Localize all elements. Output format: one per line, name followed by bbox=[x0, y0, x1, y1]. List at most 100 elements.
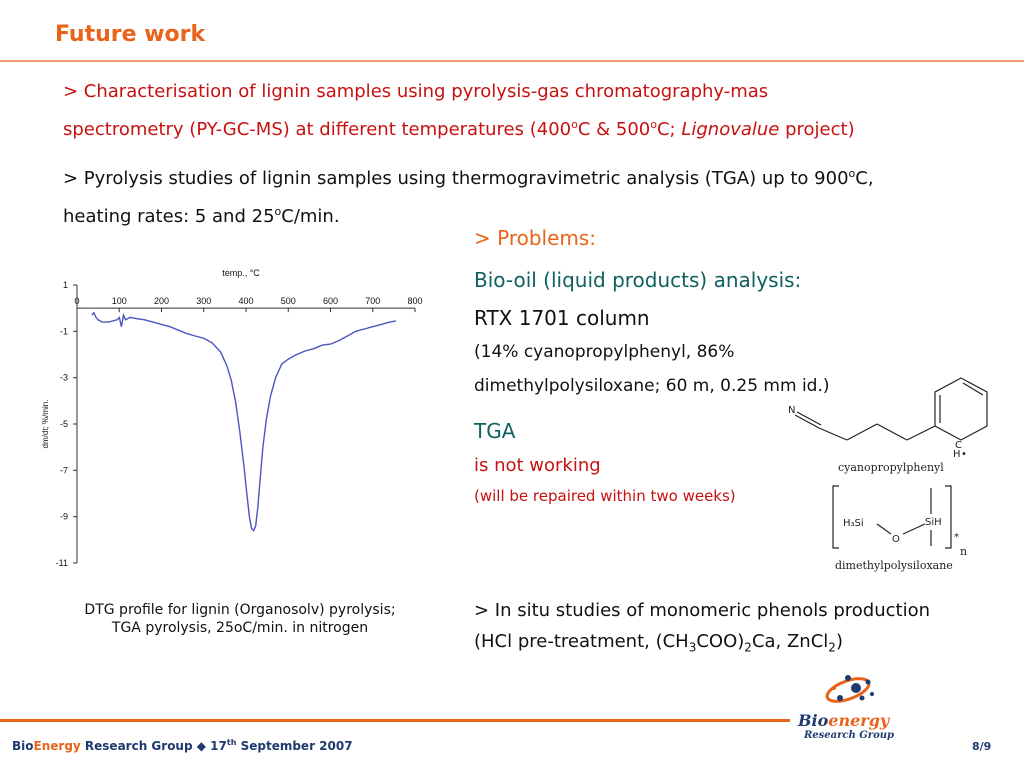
subscript: 2 bbox=[744, 640, 752, 655]
y-tick-label: -3 bbox=[60, 373, 68, 383]
footer-divider bbox=[0, 719, 790, 722]
biooil-analysis-label: Bio-oil (liquid products) analysis: bbox=[474, 268, 802, 292]
degree-sup: o bbox=[848, 167, 856, 180]
nitrogen-label: N bbox=[788, 405, 795, 416]
bullet-pygcms-line1: > Characterisation of lignin samples usi… bbox=[63, 81, 769, 102]
logo-atom-icon bbox=[825, 675, 874, 703]
right-bracket bbox=[945, 485, 952, 549]
ring bbox=[934, 377, 988, 441]
problems-heading: > Problems: bbox=[474, 226, 597, 250]
cyanopropylphenyl-name: cyanopropylphenyl bbox=[838, 461, 944, 474]
nitrile-bond bbox=[796, 411, 822, 426]
footer-date-sup: th bbox=[226, 738, 237, 747]
x-tick-label: 0 bbox=[74, 296, 79, 306]
bioenergy-logo: Bioenergy Research Group bbox=[797, 675, 894, 741]
footer-energy: Energy bbox=[33, 739, 81, 753]
tga-label: TGA bbox=[474, 419, 516, 443]
bullet-insitu-line1: > In situ studies of monomeric phenols p… bbox=[474, 600, 931, 621]
chain-bond bbox=[876, 423, 908, 441]
bullet-pygcms-line2-mid2: C; bbox=[656, 119, 682, 140]
page-number: 8/9 bbox=[972, 740, 992, 753]
y-tick-label: 1 bbox=[63, 280, 68, 290]
x-tick-label: 800 bbox=[407, 296, 422, 306]
bullet-tga-line2-pre: heating rates: 5 and 25 bbox=[63, 206, 275, 227]
bullet-tga-line2-post: C/min. bbox=[281, 206, 340, 227]
si-o-bond bbox=[876, 523, 892, 535]
h3si-label: H₃Si bbox=[843, 518, 864, 529]
subscript: 3 bbox=[688, 640, 697, 655]
column-composition-line2: dimethylpolysiloxane; 60 m, 0.25 mm id.) bbox=[474, 376, 830, 396]
oxygen-label: O bbox=[892, 534, 900, 545]
slide-title: Future work bbox=[55, 22, 206, 47]
x-tick-label: 700 bbox=[365, 296, 380, 306]
degree-sup: o bbox=[571, 118, 578, 131]
left-bracket bbox=[832, 485, 839, 549]
bullet-tga-line1-pre: > Pyrolysis studies of lignin samples us… bbox=[63, 168, 849, 189]
title-divider bbox=[0, 60, 1024, 62]
chain-bond bbox=[818, 427, 848, 441]
logo-energy: energy bbox=[828, 711, 891, 730]
radical-dot: • bbox=[961, 449, 967, 460]
bullet-pygcms-line2-mid1: C & 500 bbox=[577, 119, 651, 140]
logo-bio: Bio bbox=[797, 711, 829, 730]
footer-separator: ◆ bbox=[192, 739, 211, 753]
ring-double-bond bbox=[962, 382, 984, 396]
chart-caption-line2: TGA pyrolysis, 25oC/min. in nitrogen bbox=[111, 620, 369, 636]
project-name: Lignovalue bbox=[681, 119, 780, 140]
x-tick-label: 100 bbox=[112, 296, 127, 306]
sih-label: SiH bbox=[925, 517, 942, 528]
x-axis-title: temp., °C bbox=[222, 268, 260, 278]
x-tick-label: 300 bbox=[196, 296, 211, 306]
footer-bio: Bio bbox=[12, 739, 34, 753]
dtg-chart: 0 100 200 300 400 500 600 700 800 1 -1 -3 -5 -7 -9 -11 t… bbox=[41, 268, 423, 568]
o-si-bond bbox=[902, 523, 926, 535]
bullet-tga-line1-post: C, bbox=[855, 168, 874, 189]
y-tick-label: -5 bbox=[60, 419, 68, 429]
y-tick-label: -11 bbox=[56, 558, 68, 568]
dtg-curve bbox=[91, 311, 397, 532]
x-tick-label: 400 bbox=[238, 296, 253, 306]
bullet-pygcms: > Characterisation of lignin samples usi… bbox=[63, 75, 1003, 146]
bullet-pygcms-line2-post: project) bbox=[779, 119, 855, 140]
y-axis-title: dm/dt; %/min. bbox=[41, 400, 50, 449]
bullet-insitu-line2-pre: (HCl pre-treatment, (CH bbox=[474, 631, 689, 652]
degree-sup: o bbox=[650, 118, 657, 131]
molecule-structures: N C H • cyanopropylphenyl H₃Si O SiH * n… bbox=[788, 377, 988, 572]
bullet-insitu-line2-mid1: COO) bbox=[696, 631, 745, 652]
logo-wordmark: Bioenergy bbox=[797, 711, 891, 730]
dimethylpolysiloxane-name: dimethylpolysiloxane bbox=[835, 559, 953, 572]
bullet-insitu-line2-mid2: Ca, ZnCl bbox=[751, 631, 829, 652]
x-tick-label: 200 bbox=[154, 296, 169, 306]
footer-date-day: 17 bbox=[210, 739, 227, 753]
x-tick-label: 500 bbox=[281, 296, 296, 306]
cyanopropylphenyl-structure bbox=[794, 377, 988, 441]
bullet-tga: > Pyrolysis studies of lignin samples us… bbox=[63, 157, 1003, 233]
chain-bond bbox=[906, 425, 936, 441]
tga-repair-note: (will be repaired within two weeks) bbox=[474, 487, 736, 505]
footer-date-rest: September 2007 bbox=[236, 739, 353, 753]
chain-bond bbox=[846, 423, 878, 441]
footer-text: BioEnergy Research Group ◆ 17th Septembe… bbox=[12, 738, 353, 753]
y-tick-label: -9 bbox=[60, 512, 68, 522]
dimethylpolysiloxane-structure bbox=[832, 485, 952, 549]
tga-status: is not working bbox=[474, 455, 601, 476]
nitrile-bond bbox=[794, 414, 820, 429]
bullet-insitu-line2-post: ) bbox=[835, 631, 843, 652]
y-tick-label: -7 bbox=[60, 465, 68, 475]
footer-group: Research Group bbox=[80, 739, 193, 753]
radical-star: * bbox=[954, 532, 959, 543]
degree-sup: o bbox=[274, 205, 282, 218]
repeat-n: n bbox=[960, 545, 967, 558]
chart-caption-line1: DTG profile for lignin (Organosolv) pyro… bbox=[84, 602, 396, 618]
hydrogen-label: H bbox=[953, 449, 961, 460]
y-tick-label: -1 bbox=[60, 326, 68, 336]
chart-caption: DTG profile for lignin (Organosolv) pyro… bbox=[55, 601, 425, 637]
bullet-pygcms-line2-pre: spectrometry (PY-GC-MS) at different tem… bbox=[63, 119, 572, 140]
subscript: 2 bbox=[828, 640, 836, 655]
x-tick-label: 600 bbox=[323, 296, 338, 306]
carbon-label: C bbox=[955, 440, 962, 451]
column-composition-line1: (14% cyanopropylphenyl, 86% bbox=[474, 342, 735, 362]
logo-subtitle: Research Group bbox=[803, 730, 894, 741]
bullet-insitu: > In situ studies of monomeric phenols p… bbox=[474, 595, 930, 664]
column-label: RTX 1701 column bbox=[474, 306, 650, 330]
